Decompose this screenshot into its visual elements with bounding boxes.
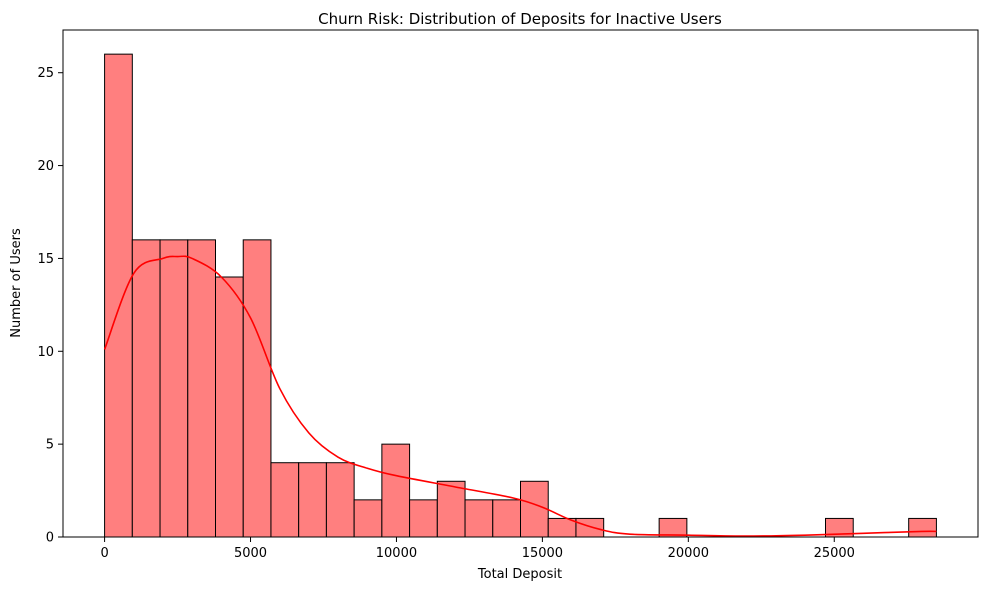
- histogram-bar: [242, 239, 272, 538]
- histogram-bar: [381, 443, 411, 538]
- x-tick-label: 0: [100, 546, 108, 561]
- histogram-bar: [159, 239, 189, 538]
- histogram-bar: [131, 239, 161, 538]
- kde-curve: [103, 255, 937, 537]
- histogram-bar: [409, 499, 438, 538]
- x-tick-label: 5000: [234, 546, 267, 561]
- x-tick-label: 25000: [814, 546, 855, 561]
- histogram-bar: [187, 239, 216, 538]
- x-axis: 0 5000 10000 15000 20000 25000: [100, 537, 855, 561]
- histogram-bar: [492, 499, 522, 538]
- y-axis: 0 5 10 15 20 25: [37, 66, 63, 546]
- bars-layer: [104, 53, 937, 538]
- chart-title: Churn Risk: Distribution of Deposits for…: [318, 10, 722, 28]
- histogram-bar: [436, 480, 466, 538]
- histogram-bar: [520, 480, 549, 538]
- y-tick-label: 5: [46, 438, 54, 453]
- histogram-bar: [908, 517, 937, 538]
- y-tick-label: 20: [37, 159, 54, 174]
- histogram-bar: [353, 499, 383, 538]
- plot-frame: [62, 29, 979, 538]
- histogram-bar: [575, 517, 605, 538]
- y-tick-label: 10: [37, 345, 54, 360]
- x-axis-label: Total Deposit: [477, 567, 562, 582]
- histogram-bar: [464, 499, 494, 538]
- histogram-bar: [270, 462, 300, 538]
- histogram-bar: [215, 276, 244, 538]
- histogram-bar: [325, 462, 355, 538]
- x-tick-label: 20000: [668, 546, 709, 561]
- y-tick-label: 25: [37, 66, 54, 81]
- histogram-bar: [104, 53, 133, 538]
- x-tick-label: 10000: [376, 546, 417, 561]
- x-tick-label: 15000: [522, 546, 563, 561]
- histogram-bar: [298, 462, 327, 538]
- y-axis-label: Number of Users: [9, 228, 24, 338]
- y-tick-label: 15: [37, 252, 54, 267]
- y-tick-label: 0: [46, 531, 54, 546]
